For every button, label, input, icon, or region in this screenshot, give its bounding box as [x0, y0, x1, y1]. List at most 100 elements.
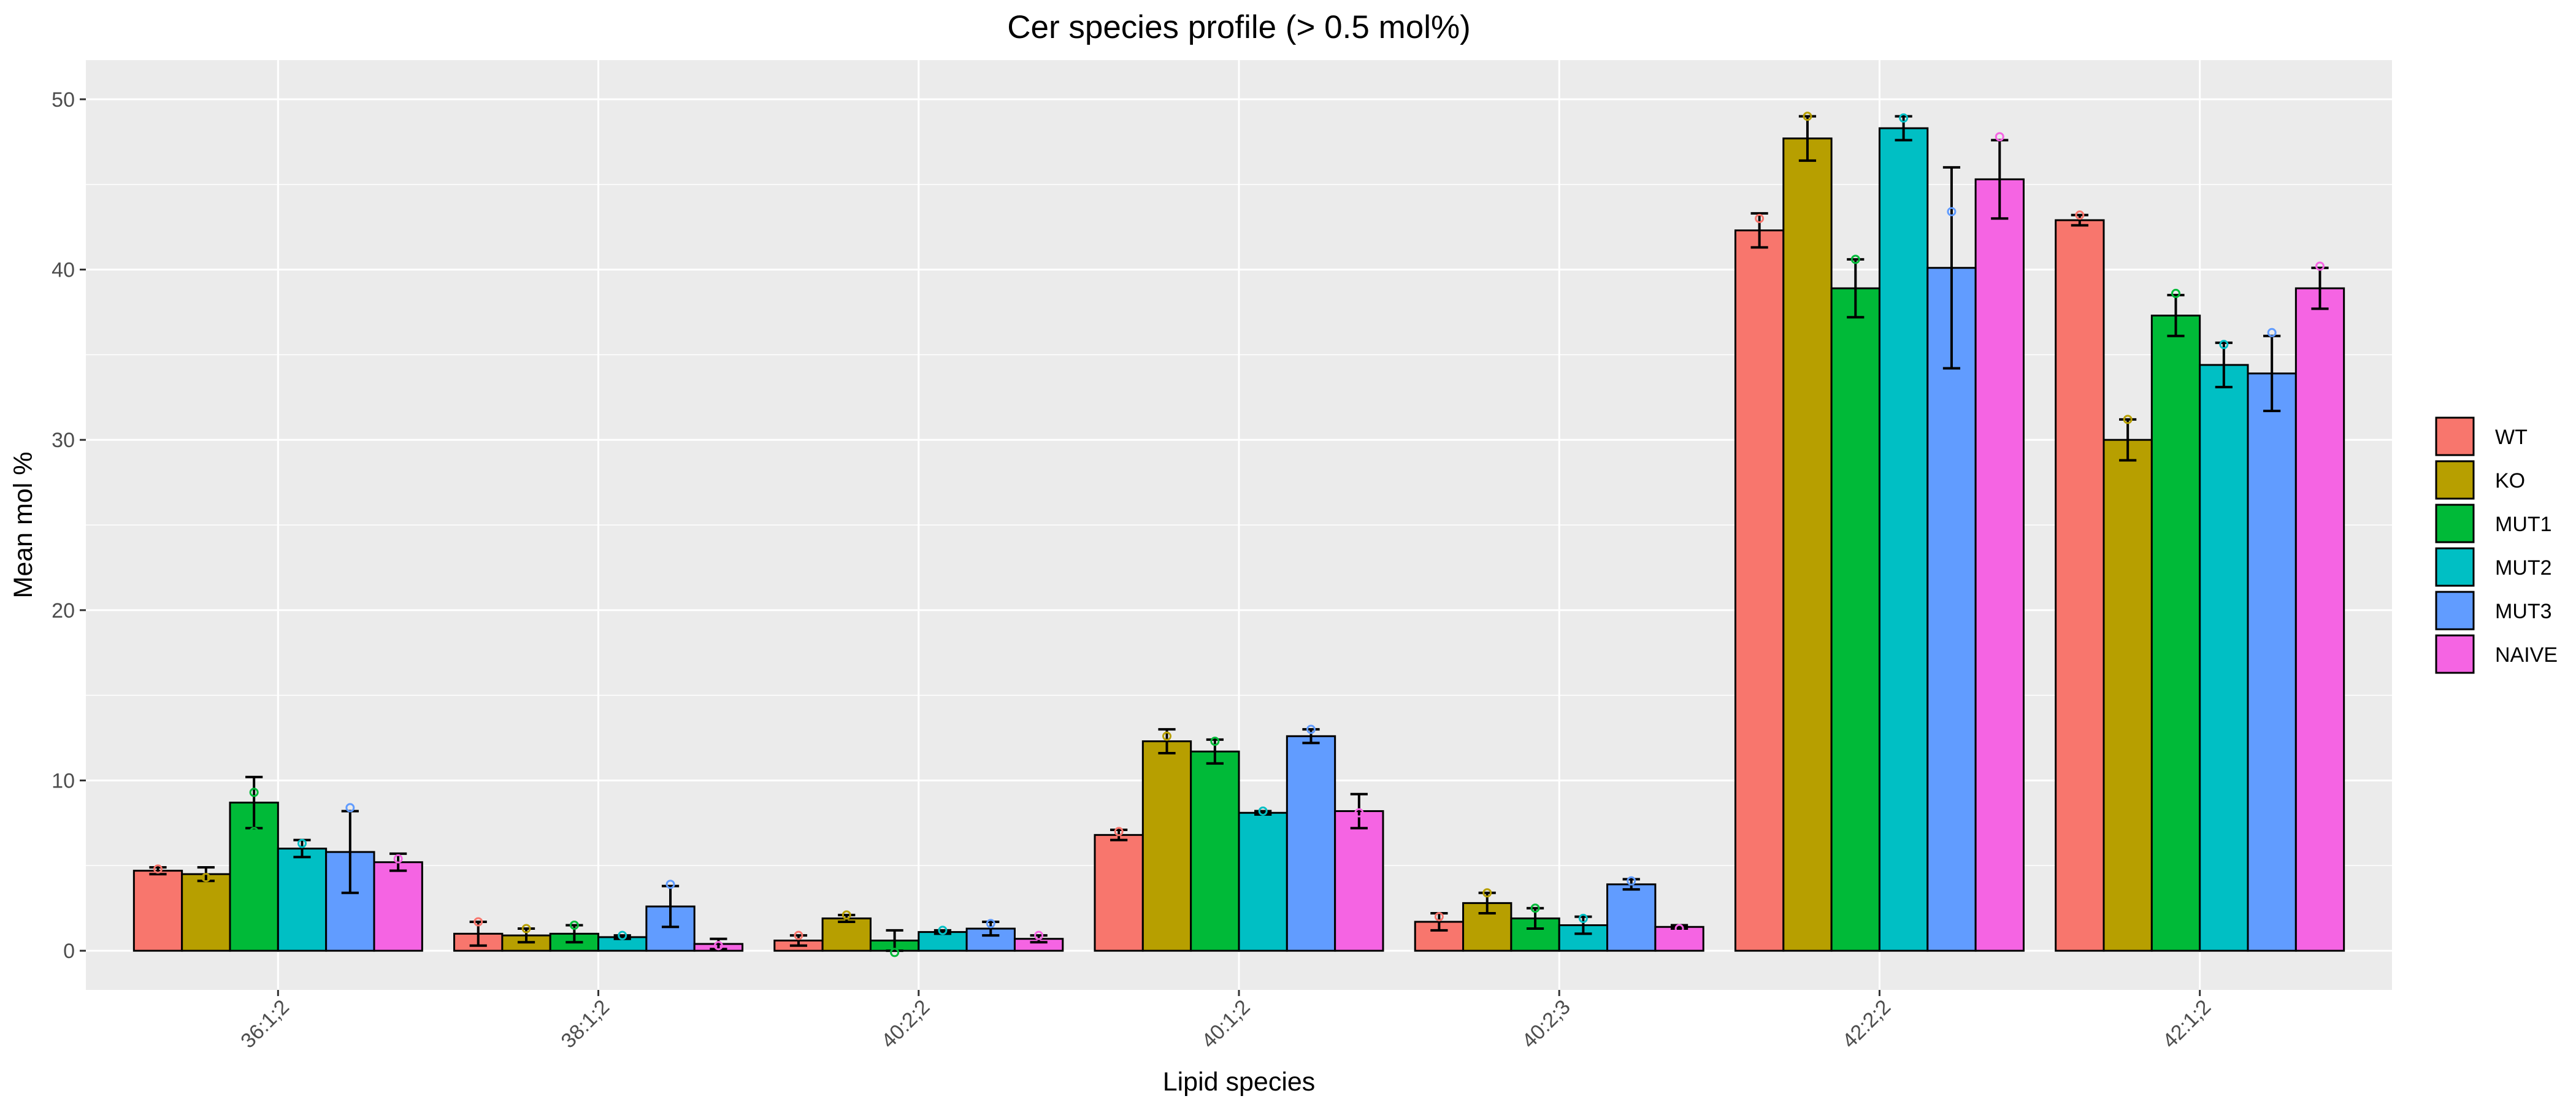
replicate-point	[1674, 924, 1684, 933]
bar-ko-4	[1141, 740, 1192, 952]
legend-label-mut3: MUT3	[2495, 600, 2552, 623]
bar-ko-7	[2103, 439, 2153, 952]
replicate-point	[201, 873, 211, 883]
bar-mut3-6	[1926, 267, 1977, 952]
legend-label-ko: KO	[2495, 469, 2525, 493]
legend-swatch-naive	[2435, 634, 2475, 674]
replicate-point	[1947, 207, 1957, 217]
legend-swatch-mut1	[2435, 504, 2475, 543]
bar-wt-7	[2055, 219, 2105, 952]
bar-mut3-5	[1606, 883, 1657, 952]
bar-mut1-4	[1190, 750, 1240, 952]
replicate-point	[890, 948, 900, 957]
replicate-point	[1354, 808, 1364, 818]
replicate-point	[393, 854, 403, 864]
y-tick-label: 10	[52, 769, 75, 792]
bar-mut1-7	[2150, 314, 2201, 952]
bar-wt-4	[1094, 834, 1144, 952]
legend-swatch-wt	[2435, 416, 2475, 456]
bar-ko-6	[1782, 137, 1833, 952]
replicate-point	[1258, 806, 1268, 816]
replicate-point	[1210, 737, 1220, 746]
replicate-point	[986, 919, 995, 929]
x-tick-label: 38:1;2	[556, 995, 614, 1053]
y-tick-label: 50	[52, 88, 75, 112]
replicate-point	[1803, 112, 1812, 121]
x-tick-label: 40:2;3	[1517, 995, 1575, 1053]
legend-layer: WT KO MUT1 MUT2 MUT3 NAIVE	[2435, 416, 2558, 674]
replicate-point	[521, 924, 531, 933]
replicate-point	[2219, 340, 2229, 350]
bar-naive-4	[1334, 810, 1384, 952]
x-tick-label: 40:1;2	[1197, 995, 1255, 1053]
x-axis-title: Lipid species	[1163, 1067, 1316, 1097]
replicate-point	[1578, 913, 1588, 923]
bar-mut2-4	[1238, 811, 1288, 952]
replicate-point	[794, 930, 803, 940]
bar-wt-1	[132, 870, 183, 952]
bar-naive-5	[1654, 926, 1704, 952]
bar-ko-1	[181, 873, 231, 952]
replicate-point	[1034, 930, 1044, 940]
y-tick-label: 30	[52, 429, 75, 452]
replicate-point	[2267, 328, 2277, 337]
x-tick-label: 36:1;2	[236, 995, 294, 1053]
replicate-point	[938, 926, 948, 935]
bar-mut2-7	[2199, 364, 2249, 952]
replicate-point	[473, 917, 483, 927]
replicate-point	[1162, 731, 1171, 741]
replicate-point	[1899, 113, 1909, 123]
y-axis-title: Mean mol %	[9, 452, 38, 599]
legend-label-naive: NAIVE	[2495, 643, 2558, 667]
bars-layer	[132, 112, 2345, 957]
x-tick-label: 42:2;2	[1838, 995, 1895, 1053]
legend-swatch-ko	[2435, 460, 2475, 500]
replicate-point	[569, 920, 579, 930]
replicate-point	[249, 788, 259, 797]
bar-naive-1	[373, 861, 423, 952]
bar-mut3-7	[2247, 372, 2297, 952]
replicate-point	[841, 910, 851, 920]
bar-naive-7	[2294, 287, 2345, 952]
replicate-point	[1947, 380, 1957, 390]
replicate-point	[2315, 261, 2325, 271]
bar-mut3-4	[1286, 735, 1336, 952]
x-tick-label: 42:1;2	[2158, 995, 2216, 1053]
replicate-point	[2123, 415, 2133, 424]
replicate-point	[713, 941, 723, 951]
bar-ko-3	[821, 917, 872, 952]
legend-label-wt: WT	[2495, 426, 2528, 449]
replicate-point	[2171, 288, 2180, 298]
legend-swatch-mut2	[2435, 547, 2475, 587]
replicate-point	[665, 880, 675, 889]
y-tick-label: 0	[63, 940, 75, 963]
legend-label-mut2: MUT2	[2495, 556, 2552, 580]
replicate-point	[1114, 827, 1124, 837]
replicate-point	[1306, 724, 1316, 734]
replicate-point	[1530, 903, 1540, 913]
bar-wt-6	[1734, 229, 1785, 952]
replicate-point	[1995, 132, 2004, 142]
bar-mut2-1	[277, 848, 328, 952]
chart-title: Cer species profile (> 0.5 mol%)	[1007, 9, 1471, 45]
replicate-point	[1850, 255, 1860, 264]
x-tick-label: 40:2;2	[877, 995, 935, 1053]
replicate-point	[1627, 876, 1636, 886]
replicate-point	[1434, 912, 1444, 922]
replicate-point	[345, 803, 355, 813]
bar-mut2-6	[1878, 127, 1929, 952]
legend-swatch-mut3	[2435, 591, 2475, 631]
replicate-point	[297, 838, 307, 848]
bar-mut1-6	[1830, 287, 1880, 952]
bar-naive-6	[1974, 178, 2025, 952]
replicate-point	[249, 827, 259, 837]
replicate-point	[153, 864, 163, 874]
replicate-point	[2075, 210, 2085, 220]
y-tick-label: 20	[52, 599, 75, 623]
legend-label-mut1: MUT1	[2495, 513, 2552, 536]
replicate-point	[1755, 213, 1765, 223]
replicate-point	[1482, 888, 1492, 898]
y-tick-label: 40	[52, 259, 75, 282]
